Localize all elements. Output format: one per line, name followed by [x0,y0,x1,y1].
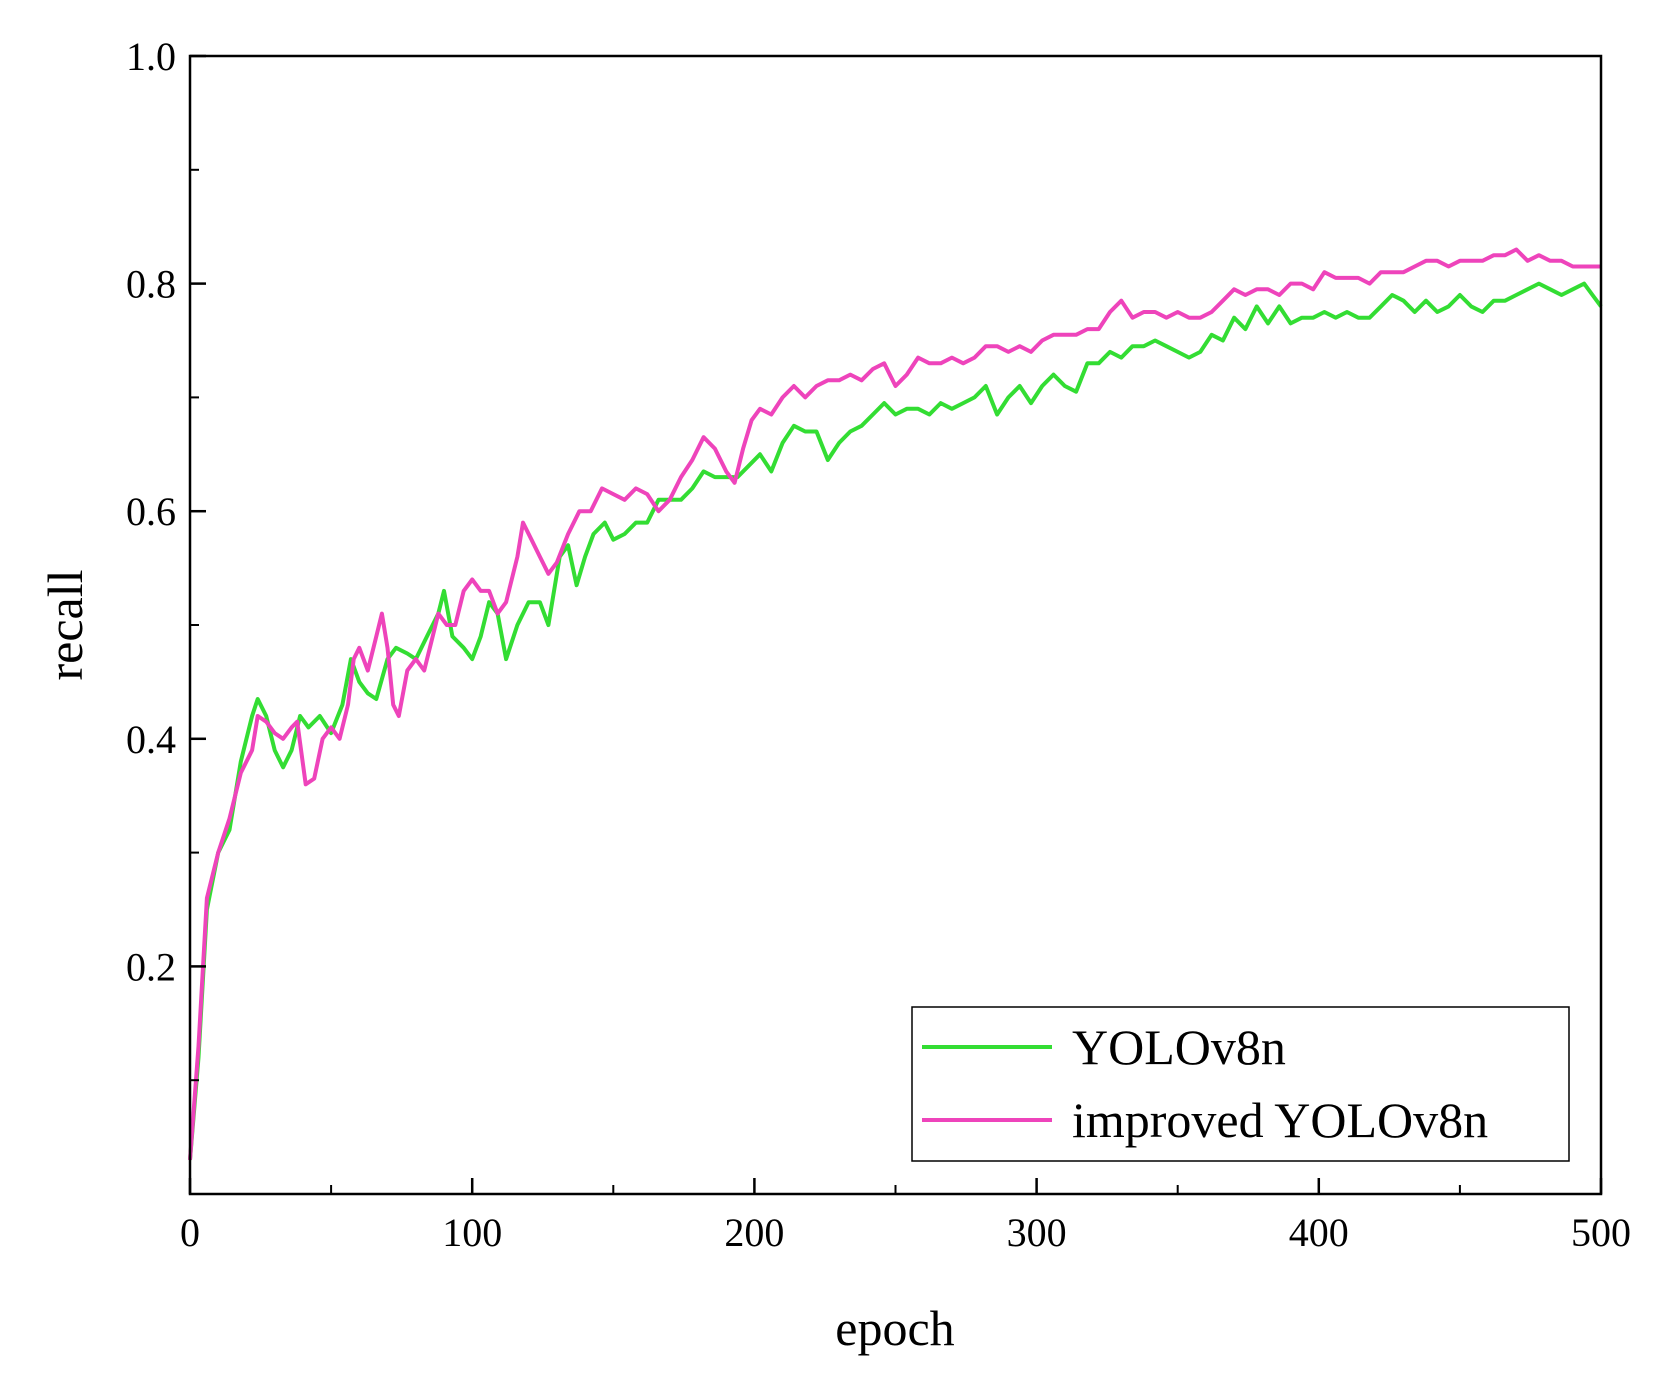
series-lines [188,247,1603,1161]
x-tick-label-400: 400 [1289,1210,1349,1255]
legend-box [911,1006,1570,1162]
axis-tick-labels: 0 100 200 300 400 500 0.2 0.4 0.6 0.8 1.0 [126,34,1631,1255]
x-tick-label-100: 100 [442,1210,502,1255]
legend-label-improved-yolov8n: improved YOLOv8n [1072,1092,1488,1148]
legend-label-yolov8n: YOLOv8n [1072,1019,1286,1075]
x-tick-label-0: 0 [180,1210,200,1255]
x-tick-label-200: 200 [724,1210,784,1255]
series-line-improved-yolov8n [188,247,1601,1161]
legend: YOLOv8n improved YOLOv8n [911,1006,1570,1162]
axis-ticks [188,54,1603,1194]
x-tick-label-300: 300 [1007,1210,1067,1255]
series-line-yolov8n [188,281,1603,1161]
y-tick-label-0.6: 0.6 [126,489,176,534]
y-tick-label-0.4: 0.4 [126,717,176,762]
x-tick-label-500: 500 [1571,1210,1631,1255]
y-tick-label-0.8: 0.8 [126,262,176,307]
y-tick-label-0.2: 0.2 [126,944,176,989]
y-axis-label: recall [37,569,93,680]
y-tick-label-1: 1.0 [126,34,176,79]
x-axis-label: epoch [835,1300,954,1356]
